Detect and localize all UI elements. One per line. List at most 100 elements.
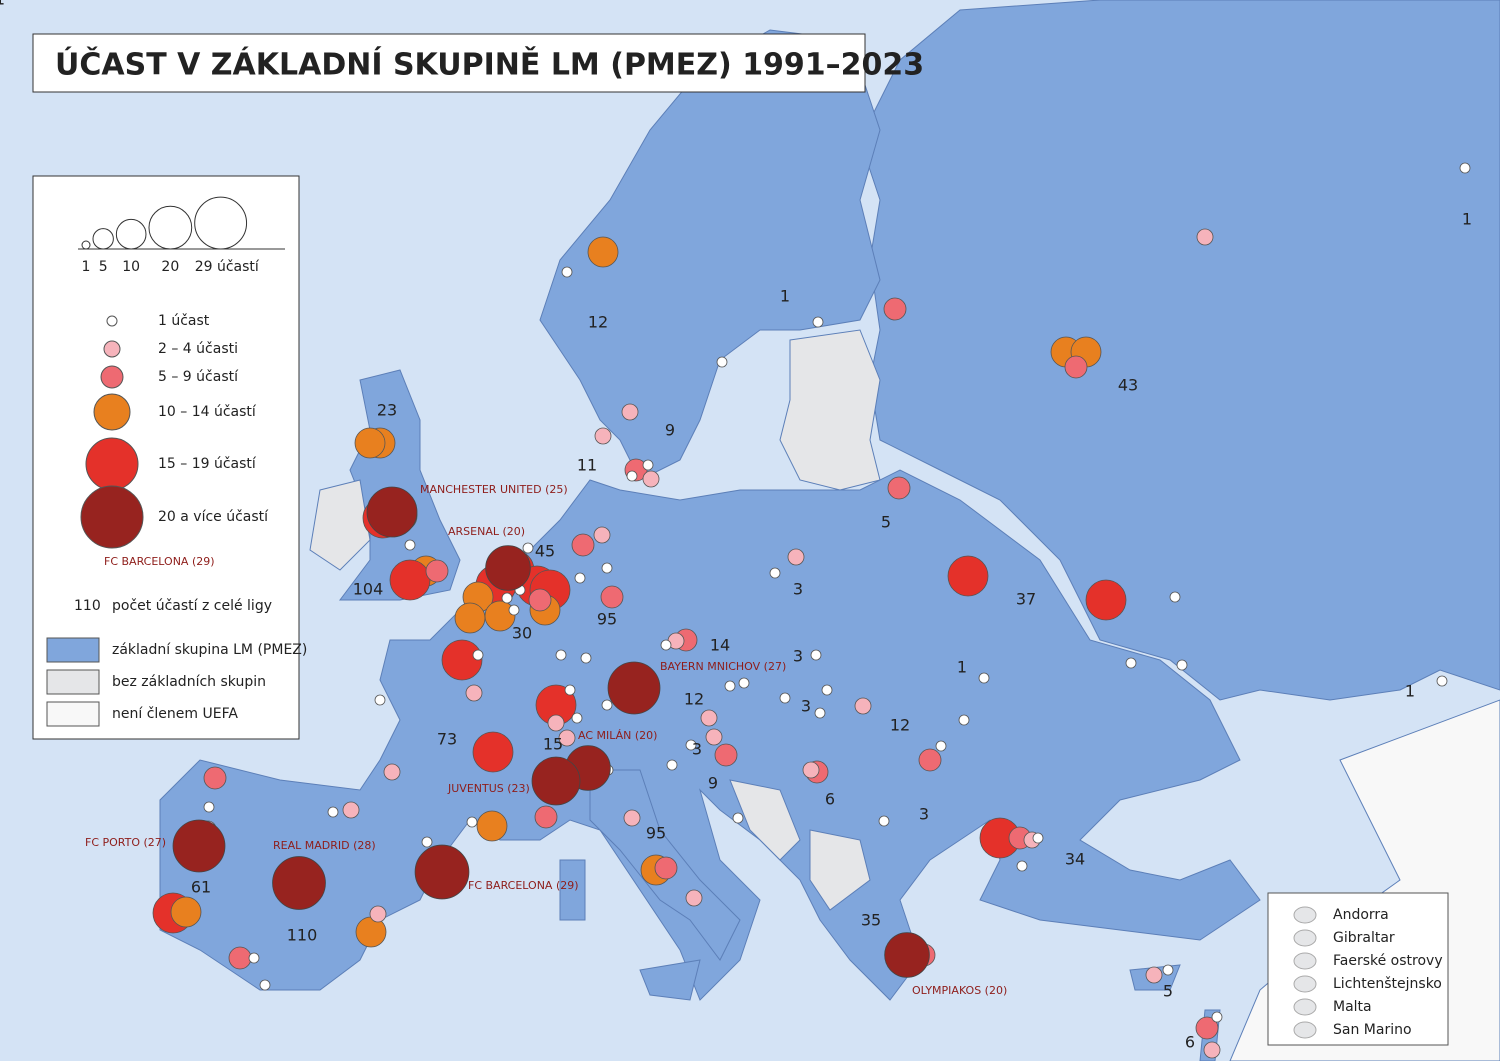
labels: MANCHESTER UNITED (25) ARSENAL (20) BAYERN… — [0, 0, 1472, 1052]
club-label: FC PORTO (27) — [85, 836, 166, 849]
class-marker — [103, 340, 121, 358]
country-area — [639, 959, 701, 1001]
club-marker — [404, 539, 416, 551]
club-marker — [389, 559, 431, 601]
total-example: 110 — [74, 598, 101, 614]
country-area — [809, 829, 871, 911]
club-marker — [732, 812, 744, 824]
country-total: 30 — [512, 624, 532, 643]
club-marker — [571, 533, 595, 557]
club-marker — [1125, 657, 1137, 669]
club-marker — [485, 545, 531, 591]
club-marker — [528, 588, 552, 612]
size-marker — [92, 228, 114, 250]
club-marker — [580, 652, 592, 664]
area-label: základní skupina LM (PMEZ) — [112, 642, 307, 658]
country-total: 35 — [861, 911, 881, 930]
country-area — [729, 779, 801, 861]
club-marker — [587, 236, 619, 268]
size-label: 1 — [82, 259, 91, 275]
club-label: OLYMPIAKOS (20) — [912, 984, 1007, 997]
country-area — [779, 329, 881, 491]
club-marker — [1459, 162, 1471, 174]
microstates: Andorra Gibraltar Faerské ostrovy Lichtenšt… — [1293, 906, 1443, 1039]
club-marker — [327, 806, 339, 818]
country-total: 1 — [1405, 682, 1415, 701]
size-label: 29 účastí — [195, 259, 260, 275]
country-total: 6 — [1185, 1033, 1195, 1052]
country-total: 3 — [801, 697, 811, 716]
country-total: 61 — [191, 878, 211, 897]
country-total: 1 — [0, 0, 5, 9]
title-box — [32, 33, 866, 93]
club-marker — [1032, 832, 1044, 844]
club-marker — [561, 266, 573, 278]
size-marker — [148, 205, 193, 250]
club-marker — [466, 816, 478, 828]
club-marker — [1196, 228, 1214, 246]
club-marker — [814, 707, 826, 719]
club-marker — [660, 639, 672, 651]
microstate-label: Faerské ostrovy — [1333, 953, 1443, 969]
country-area — [559, 859, 586, 921]
total-text: počet účastí z celé ligy — [112, 598, 272, 614]
club-marker — [812, 316, 824, 328]
club-marker — [170, 896, 202, 928]
class-label: 10 – 14 účastí — [158, 404, 257, 420]
country-total: 73 — [437, 730, 457, 749]
club-marker — [501, 592, 513, 604]
country-total: 34 — [1065, 850, 1085, 869]
country-total: 6 — [825, 790, 835, 809]
microstate-label: Gibraltar — [1333, 930, 1395, 946]
club-marker — [623, 809, 641, 827]
club-marker — [203, 766, 227, 790]
club-marker — [769, 567, 781, 579]
club-marker — [724, 680, 736, 692]
class-marker — [85, 437, 139, 491]
club-marker — [626, 470, 638, 482]
class-label: 2 – 4 účasti — [158, 341, 238, 357]
club-marker — [1195, 1016, 1219, 1040]
area-swatch — [46, 669, 100, 695]
club-marker — [414, 844, 470, 900]
club-marker — [884, 932, 930, 978]
country-total: 12 — [890, 716, 910, 735]
club-marker — [642, 459, 654, 471]
country-total: 9 — [708, 774, 718, 793]
country-area — [859, 0, 1500, 701]
club-marker — [1016, 860, 1028, 872]
club-marker — [342, 801, 360, 819]
microstate-icon — [1293, 952, 1317, 970]
club-marker — [522, 542, 534, 554]
club-marker — [1169, 591, 1181, 603]
club-marker — [454, 602, 486, 634]
club-marker — [883, 297, 907, 321]
country-total: 14 — [710, 636, 730, 655]
club-marker — [738, 677, 750, 689]
club-marker — [947, 555, 989, 597]
club-label: MANCHESTER UNITED (25) — [420, 483, 568, 496]
class-marker — [80, 485, 144, 549]
class-label: 1 účast — [158, 313, 210, 329]
club-marker — [558, 729, 576, 747]
area-swatch — [46, 637, 100, 663]
club-marker — [574, 572, 586, 584]
country-total: 104 — [353, 580, 384, 599]
microstate-label: Malta — [1333, 999, 1372, 1015]
club-marker — [787, 548, 805, 566]
markers — [152, 162, 1471, 1059]
club-marker — [878, 815, 890, 827]
club-marker — [1203, 1041, 1221, 1059]
club-marker — [369, 905, 387, 923]
club-label: FC BARCELONA (29) — [468, 879, 579, 892]
country-total: 1 — [780, 287, 790, 306]
size-label: 5 — [99, 259, 108, 275]
country-total: 3 — [692, 740, 702, 759]
club-marker — [685, 739, 697, 751]
club-marker — [1162, 964, 1174, 976]
club-marker — [705, 728, 723, 746]
country-total: 110 — [287, 926, 318, 945]
club-marker — [601, 562, 613, 574]
area-label: není členem UEFA — [112, 706, 238, 722]
club-marker — [571, 712, 583, 724]
